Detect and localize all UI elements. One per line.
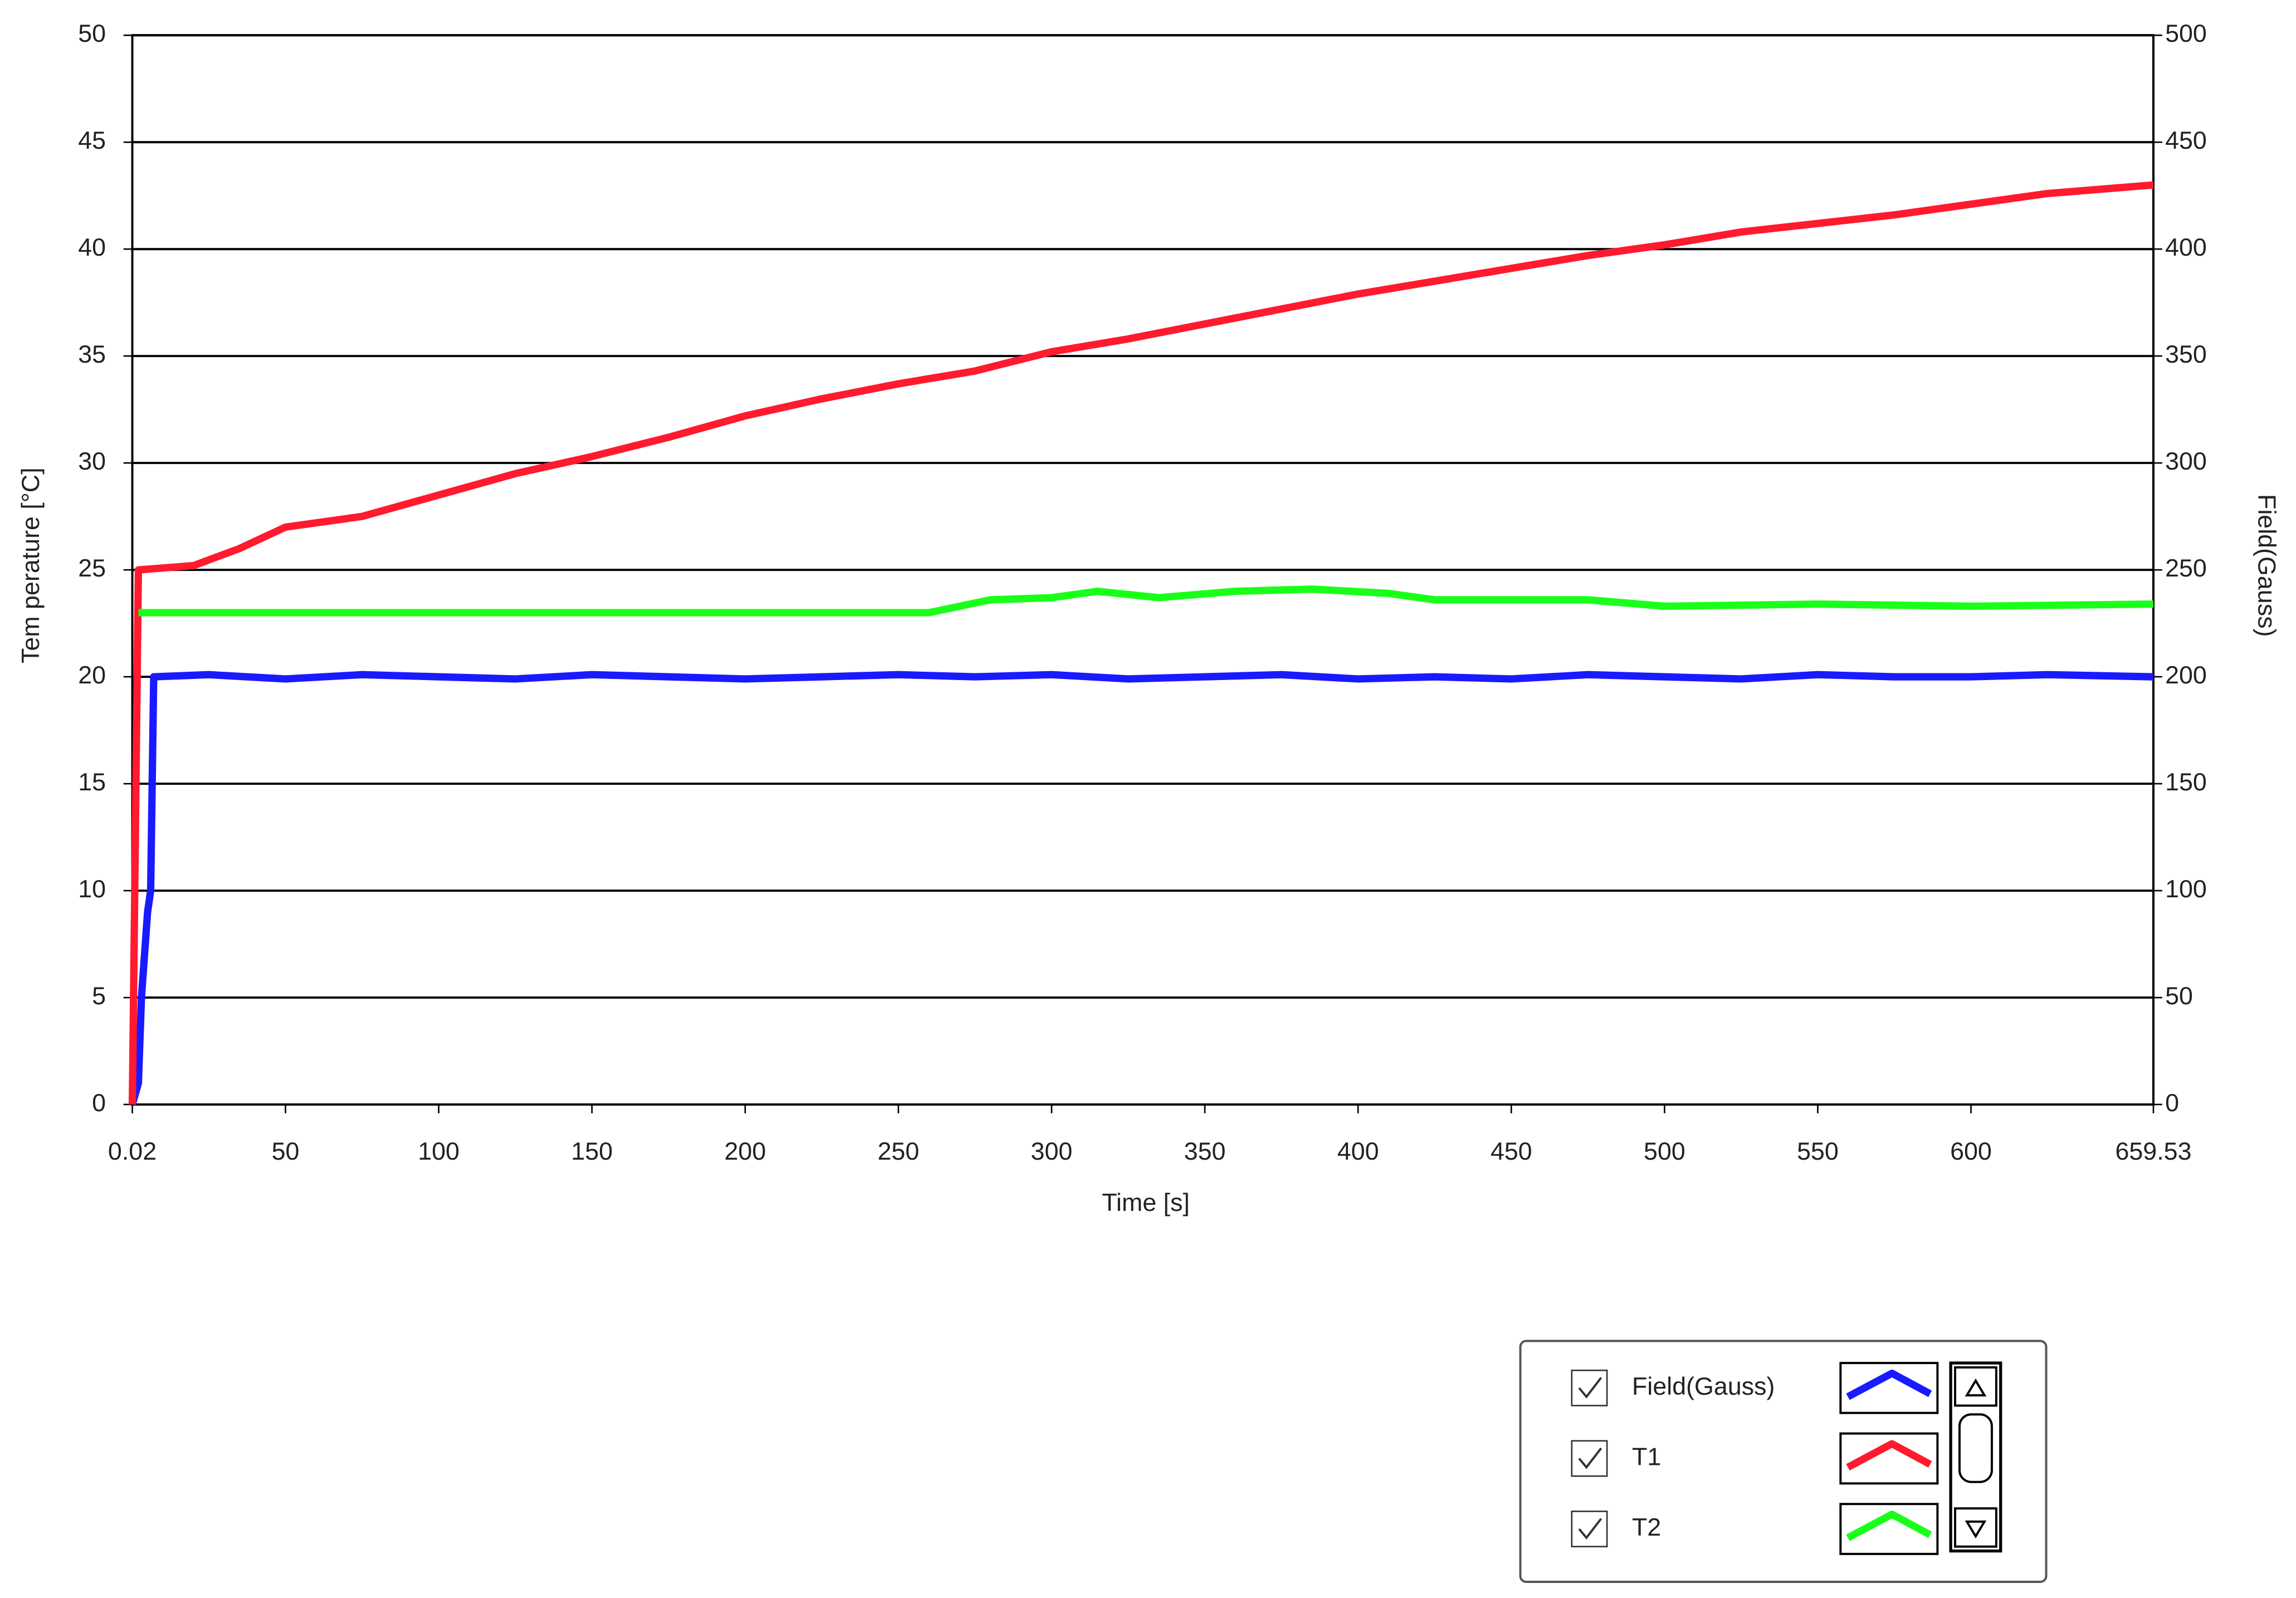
x-tick-label: 250 [877,1137,919,1165]
x-tick-label: 400 [1337,1137,1379,1165]
scroll-up-icon [1965,1378,1987,1397]
y2-tick-label: 450 [2165,126,2207,154]
y2-tick-label: 100 [2165,875,2207,903]
y2-tick-label: 150 [2165,768,2207,796]
legend-swatch [1846,1440,1932,1471]
data-line [128,181,2154,1105]
x-tick-label: 600 [1950,1137,1992,1165]
x-tick-label: 500 [1644,1137,1686,1165]
x-tick-label: 0.02 [108,1137,157,1165]
x-tick-label: 300 [1031,1137,1073,1165]
x-tick-label: 550 [1797,1137,1839,1165]
y-tick-label: 25 [78,554,106,582]
y-tick-label: 40 [78,233,106,261]
legend: Field(Gauss) T1 T2 [1519,1340,2048,1583]
legend-checkbox[interactable] [1571,1440,1608,1477]
x-tick-label: 450 [1491,1137,1532,1165]
y-tick-label: 20 [78,661,106,689]
x-tick-label: 150 [571,1137,613,1165]
x-tick-label: 200 [724,1137,766,1165]
checkmark [1578,1377,1603,1399]
legend-swatch [1846,1369,1932,1400]
scroll-down-icon [1965,1520,1987,1539]
y2-axis-label: Field(Gauss) [2253,494,2281,637]
y2-tick-label: 500 [2165,19,2207,47]
y2-tick-label: 250 [2165,554,2207,582]
y-tick-label: 5 [92,982,106,1010]
y2-tick-label: 0 [2165,1089,2179,1117]
legend-checkbox[interactable] [1571,1369,1608,1406]
legend-label: Field(Gauss) [1632,1372,1775,1400]
checkmark [1578,1518,1603,1540]
data-line [129,671,2154,1106]
y2-tick-label: 300 [2165,447,2207,475]
legend-label: T1 [1632,1443,1661,1470]
legend-swatch [1846,1511,1932,1541]
scroll-down-button[interactable] [1954,1507,1997,1548]
y2-tick-label: 200 [2165,661,2207,689]
x-tick-label: 350 [1184,1137,1226,1165]
y-tick-label: 35 [78,340,106,368]
y2-tick-label: 350 [2165,340,2207,368]
y-tick-label: 0 [92,1089,106,1117]
y-tick-label: 45 [78,126,106,154]
y-axis-label: Tem perature [°C] [17,467,45,663]
legend-checkbox[interactable] [1571,1511,1608,1548]
data-line [138,585,2154,617]
legend-label: T2 [1632,1513,1661,1541]
y-tick-label: 15 [78,768,106,796]
x-tick-label: 50 [272,1137,300,1165]
y2-tick-label: 50 [2165,982,2193,1010]
checkmark [1578,1447,1603,1469]
x-axis-label: Time [s] [1102,1189,1190,1216]
y-tick-label: 30 [78,447,106,475]
x-tick-label: 659.53 [2115,1137,2191,1165]
x-tick-label: 100 [418,1137,460,1165]
scroll-up-button[interactable] [1954,1366,1997,1407]
scroll-thumb[interactable] [1958,1413,1993,1483]
y2-tick-label: 400 [2165,233,2207,261]
y-tick-label: 10 [78,875,106,903]
y-tick-label: 50 [78,19,106,47]
